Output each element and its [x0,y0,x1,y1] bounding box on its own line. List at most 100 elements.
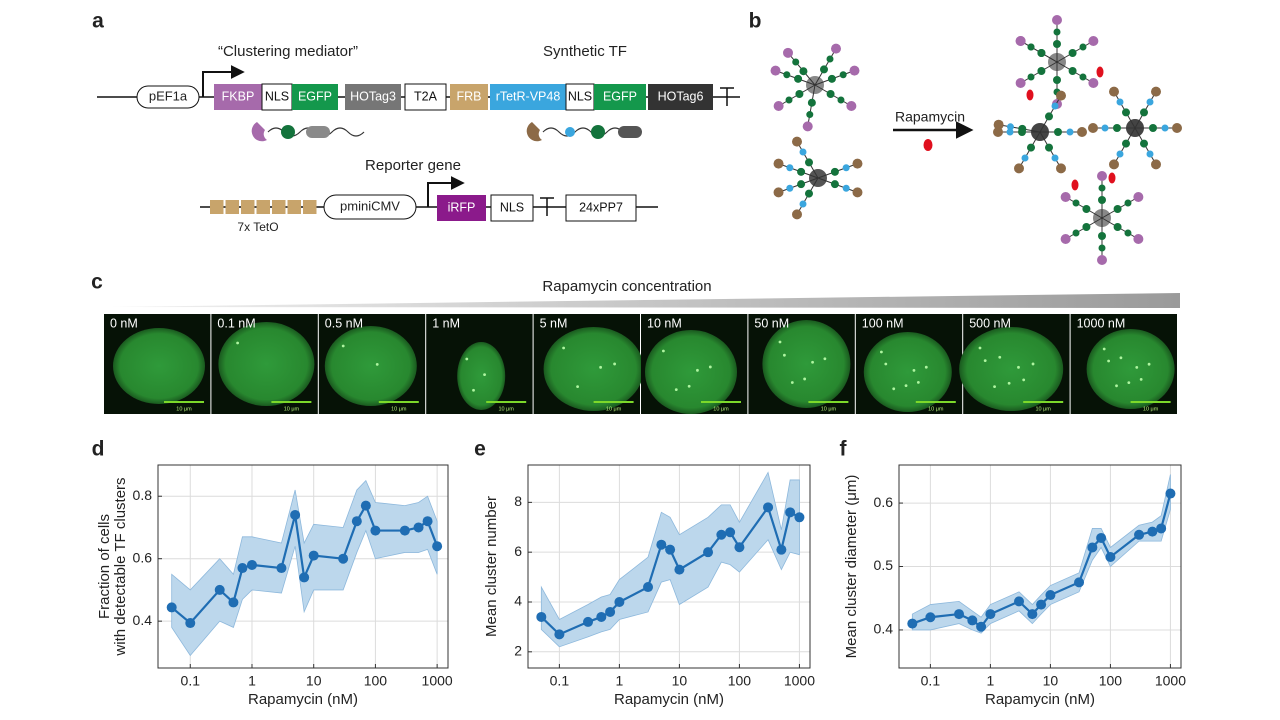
data-point [1087,542,1098,553]
tip [1060,192,1071,202]
cluster-spot [778,340,782,344]
data-point [214,584,225,595]
nucleus [324,326,417,406]
panel-label: a [92,10,104,33]
cluster-spot [375,363,379,366]
data-point [794,512,805,523]
bead [1140,139,1148,148]
bead [826,90,835,98]
data-point [432,541,443,552]
data-point [776,544,787,555]
y-tick-label: 0.6 [133,549,153,565]
rapamycin [1107,171,1117,185]
bead [1101,124,1109,132]
data-point [614,596,625,607]
bead [799,67,808,76]
bead [1018,128,1026,136]
bead [826,55,834,63]
bead [1079,43,1087,51]
bead [805,158,813,167]
promoter [323,194,417,220]
cluster-spot [1115,384,1118,388]
bead [1053,40,1061,48]
tip [1088,36,1099,46]
cluster-spot [783,353,786,357]
bead [1098,244,1106,252]
tip [802,121,813,132]
data-point [785,507,796,518]
data-point [976,621,987,632]
concentration-label: 10 nM [647,316,682,330]
data-point [338,553,349,564]
axes-frame [898,464,1182,669]
operator-box [303,200,317,214]
y-tick-label: 6 [514,543,522,559]
data-point [413,522,424,533]
gene-part [292,84,338,110]
panel-label: e [474,438,486,461]
bead [1027,43,1035,51]
gene-part-label: FKBP [222,89,255,103]
tip [1014,163,1024,174]
bead [842,184,850,192]
nucleus [113,328,205,404]
cluster-spot [562,346,565,350]
data-point [1045,590,1056,601]
cluster-spot [983,359,987,362]
data-point [422,516,433,527]
gene-part [214,84,262,110]
tss-arrow [427,176,465,207]
cluster-spot [790,381,794,384]
cluster-spot [465,357,469,361]
data-point [656,539,667,550]
scale-bar-label: 10 μm [498,406,514,412]
concentration-title: Rapamycin concentration [542,278,711,295]
bead [786,184,794,192]
tip [1015,36,1026,46]
x-tick-label: 100 [1099,673,1123,689]
gene-part-label: FRB [457,89,482,103]
y-axis-label: Fraction of cells [96,514,113,619]
bead [799,148,807,156]
data-point [351,516,362,527]
bead [806,111,814,119]
bead [1068,67,1077,75]
bead [785,96,793,104]
bead [1098,184,1106,192]
data-point [1036,599,1047,610]
y-axis-label: Mean cluster diameter (μm) [843,475,860,659]
bead [1082,223,1091,231]
tip [1056,163,1066,174]
tip [993,119,1004,130]
scale-bar-label: 10 μm [1143,406,1159,412]
bead [786,164,794,172]
data-point [674,564,685,575]
x-axis-label: Rapamycin (nM) [248,691,358,708]
scale-bar-label: 10 μm [606,406,622,412]
data-point [967,615,978,626]
bead [1140,108,1148,117]
tip [1088,78,1099,88]
panel-label: f [840,438,848,461]
cluster-spot [599,365,602,369]
bead [830,167,839,176]
data-point [185,618,196,629]
tip [1015,78,1026,88]
bead [1079,73,1087,81]
axes-frame [157,464,449,669]
y-tick-label: 2 [514,643,522,659]
scale-bar-label: 10 μm [821,406,837,412]
rapamycin [923,139,933,151]
domain [618,126,642,138]
construct-title: Reporter gene [365,157,461,174]
nucleus [1086,329,1175,409]
confidence-band [540,471,800,648]
data-point [1074,577,1085,588]
x-tick-label: 1000 [422,673,453,689]
concentration-label: 0 nM [110,316,138,330]
bead [1006,123,1014,131]
construct-title: Synthetic TF [543,43,627,60]
cluster-spot [576,385,579,389]
